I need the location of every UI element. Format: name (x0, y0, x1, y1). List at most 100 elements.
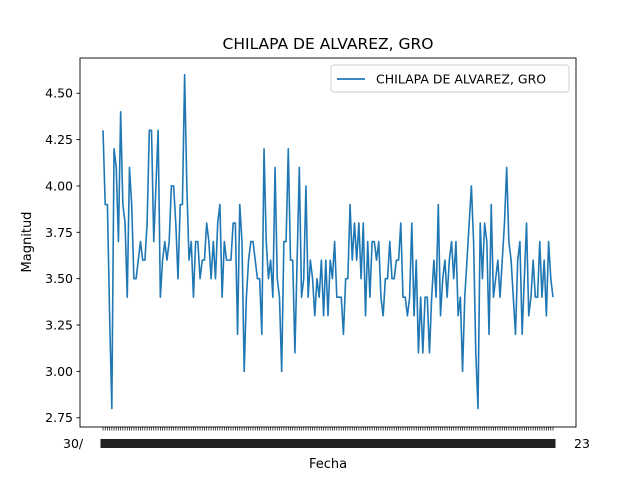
data-point (419, 296, 421, 298)
data-point (108, 315, 110, 317)
data-point (111, 407, 113, 409)
x-tick-label-overlap (404, 439, 410, 448)
data-point (488, 333, 490, 335)
data-point (402, 296, 404, 298)
data-point (505, 166, 507, 168)
x-tick-label-overlap (334, 439, 340, 448)
x-tick-label-overlap (471, 439, 477, 448)
data-point (161, 259, 163, 261)
data-point (210, 277, 212, 279)
data-point (362, 222, 364, 224)
data-point (442, 277, 444, 279)
data-point (309, 259, 311, 261)
data-point (225, 259, 227, 261)
data-point (188, 259, 190, 261)
data-point (422, 352, 424, 354)
data-point (501, 259, 503, 261)
data-point (479, 222, 481, 224)
data-point (199, 277, 201, 279)
x-tick-label-overlap (171, 439, 177, 448)
data-point (130, 203, 132, 205)
data-point (119, 111, 121, 113)
data-point (311, 277, 313, 279)
x-tick-label-overlap (321, 439, 327, 448)
data-point (177, 277, 179, 279)
data-point (380, 296, 382, 298)
data-point (446, 296, 448, 298)
data-point (336, 296, 338, 298)
data-point (232, 222, 234, 224)
data-point (122, 203, 124, 205)
y-tick-label: 3.00 (45, 364, 73, 379)
data-point (115, 166, 117, 168)
data-point (391, 277, 393, 279)
data-point (194, 240, 196, 242)
x-tick-label-overlap (435, 439, 441, 448)
x-tick-label-overlap (479, 439, 485, 448)
data-point (481, 277, 483, 279)
x-tick-label-overlap (179, 439, 185, 448)
x-tick-label-overlap (449, 439, 455, 448)
data-point (386, 277, 388, 279)
data-point (320, 259, 322, 261)
data-point (397, 259, 399, 261)
data-point (497, 259, 499, 261)
x-tick-label-overlap (294, 439, 300, 448)
y-tick-label: 3.25 (45, 318, 73, 333)
data-point (192, 296, 194, 298)
data-point (179, 203, 181, 205)
data-point (278, 296, 280, 298)
data-point (168, 240, 170, 242)
data-point (221, 296, 223, 298)
data-point (117, 240, 119, 242)
series-line (102, 73, 554, 410)
data-point (464, 296, 466, 298)
data-point (404, 296, 406, 298)
x-tick-label-overlap (497, 439, 503, 448)
data-point (287, 148, 289, 150)
data-point (338, 296, 340, 298)
data-point (305, 185, 307, 187)
data-point (457, 315, 459, 317)
data-point (205, 222, 207, 224)
y-tick-label: 3.75 (45, 225, 73, 240)
data-point (208, 240, 210, 242)
x-tick-label-overlap (131, 439, 137, 448)
y-tick-label: 4.00 (45, 178, 73, 193)
x-tick-label-overlap (268, 439, 274, 448)
data-point (142, 259, 144, 261)
data-point (276, 277, 278, 279)
data-point (517, 259, 519, 261)
x-tick-label-overlap (237, 439, 243, 448)
data-point (190, 240, 192, 242)
data-point (234, 222, 236, 224)
x-tick-label-overlap (215, 439, 221, 448)
data-point (382, 315, 384, 317)
x-tick-label-overlap (250, 439, 256, 448)
data-point (358, 222, 360, 224)
data-point (400, 222, 402, 224)
data-point (183, 73, 185, 75)
data-point (157, 129, 159, 131)
y-axis-label: Magnitud (20, 212, 35, 273)
data-point (534, 296, 536, 298)
x-axis-ticks: 30/23 (63, 427, 590, 451)
x-tick-label-overlap (524, 439, 530, 448)
data-point (411, 222, 413, 224)
x-tick-label-overlap (263, 439, 269, 448)
x-tick-label-overlap (444, 439, 450, 448)
x-tick-label-overlap (431, 439, 437, 448)
y-tick-label: 3.50 (45, 271, 73, 286)
data-point (525, 222, 527, 224)
data-point (550, 277, 552, 279)
x-tick-label-overlap (422, 439, 428, 448)
data-point (137, 259, 139, 261)
y-axis-ticks: 2.75 3.00 3.25 3.50 3.75 4.00 4.25 4.50 (45, 86, 80, 425)
data-point (424, 296, 426, 298)
data-point (172, 185, 174, 187)
data-point (159, 296, 161, 298)
x-tick-label-overlap (166, 439, 172, 448)
data-point (378, 240, 380, 242)
data-point (528, 315, 530, 317)
